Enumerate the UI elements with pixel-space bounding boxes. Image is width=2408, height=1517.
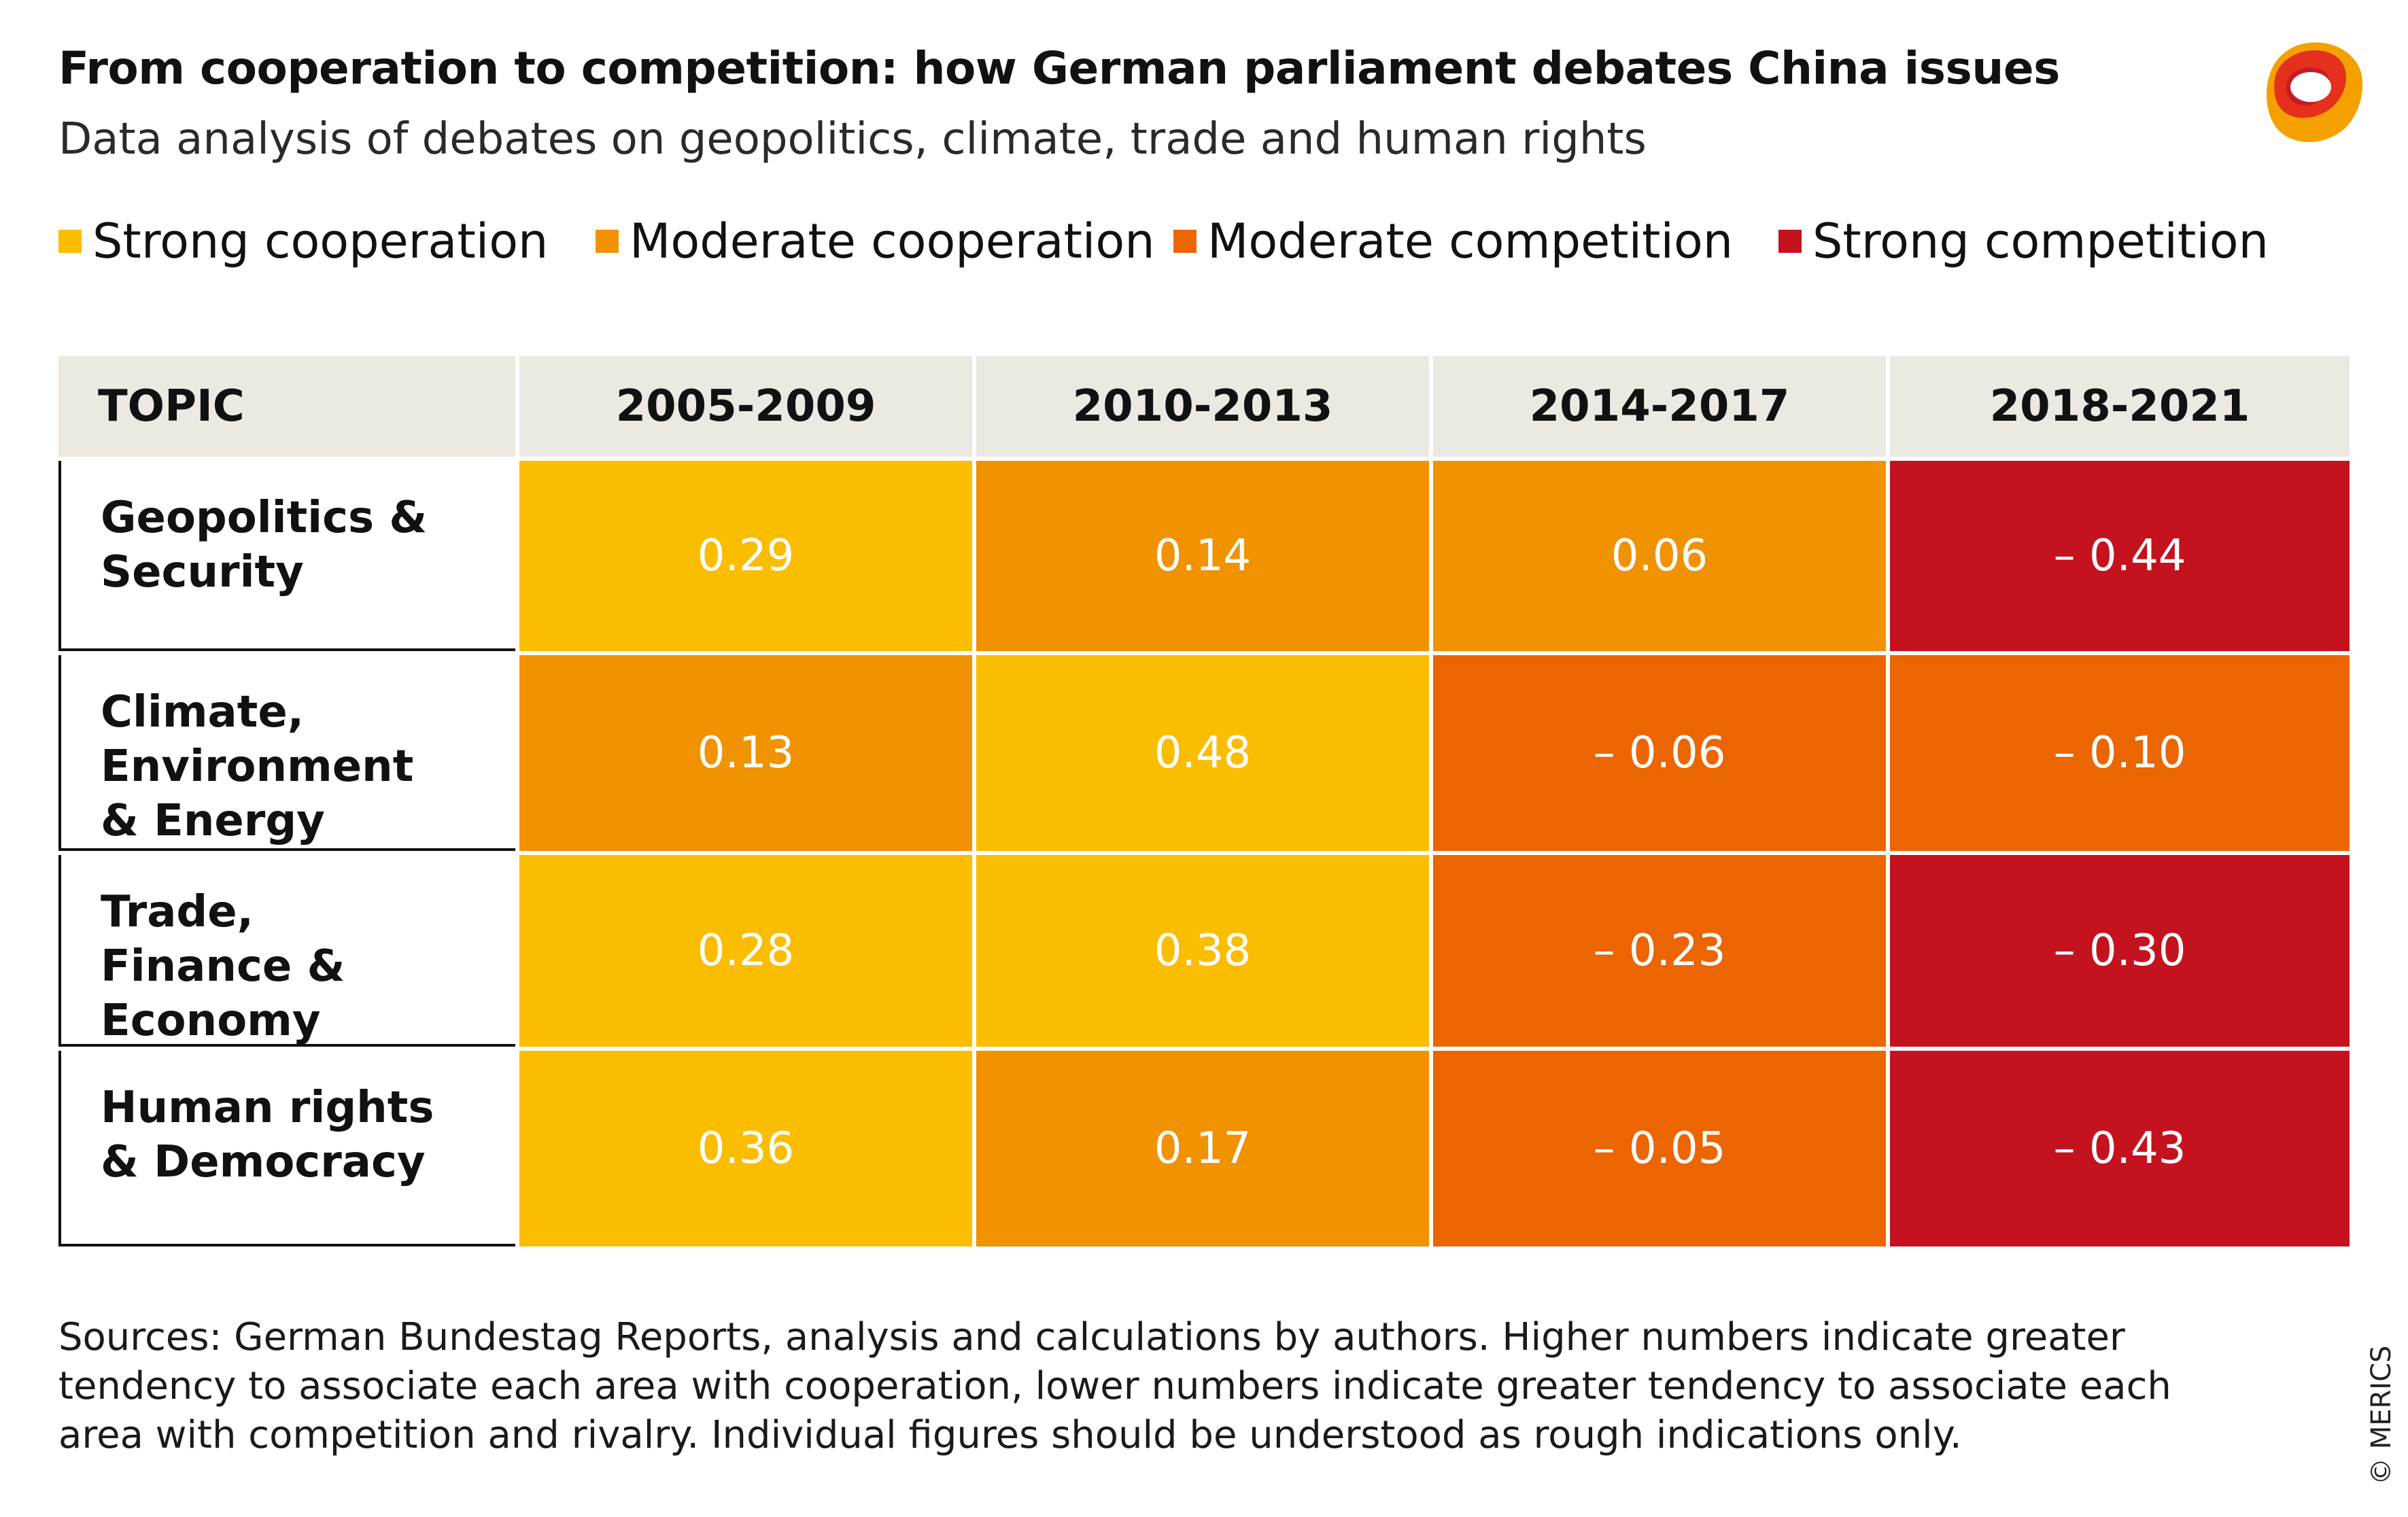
row-topic: Human rights & Democracy	[58, 1051, 515, 1246]
value-cell: – 0.10	[1890, 655, 2350, 851]
legend-swatch	[1778, 230, 1802, 253]
legend-swatch	[596, 230, 619, 253]
legend: Strong cooperation Moderate cooperation Mo…	[58, 211, 2356, 272]
value-cell: – 0.05	[1433, 1051, 1886, 1246]
value-cell: 0.36	[519, 1051, 972, 1246]
value-cell: 0.29	[519, 461, 972, 651]
value-cell: – 0.06	[1433, 655, 1886, 851]
row-topic-label: Trade, Finance & Economy	[101, 887, 345, 1046]
legend-swatch	[1173, 230, 1197, 253]
value-cell: 0.28	[519, 855, 972, 1047]
column-header-period: 2014-2017	[1433, 356, 1886, 457]
legend-item: Strong cooperation	[58, 211, 548, 272]
merics-logo-icon	[2267, 42, 2362, 142]
value-label: – 0.43	[2053, 1123, 2186, 1174]
value-label: 0.06	[1611, 531, 1708, 581]
value-cell: – 0.23	[1433, 855, 1886, 1047]
row-topic: Geopolitics & Security	[58, 461, 515, 651]
row-topic-label: Geopolitics & Security	[101, 493, 428, 597]
value-cell: 0.48	[976, 655, 1429, 851]
value-cell: 0.13	[519, 655, 972, 851]
legend-label: Strong competition	[1812, 213, 2269, 269]
legend-label: Moderate cooperation	[630, 213, 1155, 269]
value-label: 0.36	[697, 1123, 795, 1174]
sources-note: Sources: German Bundestag Reports, analy…	[58, 1315, 2171, 1457]
column-header-topic: TOPIC	[58, 356, 515, 457]
legend-label: Strong cooperation	[92, 213, 549, 269]
value-label: 0.14	[1154, 531, 1252, 581]
legend-item: Strong competition	[1778, 211, 2269, 272]
copyright: © MERICS	[2366, 1345, 2397, 1485]
value-label: 0.17	[1154, 1123, 1252, 1174]
column-header-period: 2018-2021	[1890, 356, 2350, 457]
value-cell: 0.06	[1433, 461, 1886, 651]
value-label: – 0.23	[1593, 926, 1726, 976]
legend-item: Moderate cooperation	[596, 211, 1155, 272]
value-label: – 0.30	[2053, 926, 2186, 976]
row-topic-label: Climate, Environment & Energy	[101, 687, 414, 846]
value-label: 0.48	[1154, 728, 1252, 778]
value-cell: 0.14	[976, 461, 1429, 651]
value-cell: 0.38	[976, 855, 1429, 1047]
row-topic-label: Human rights & Democracy	[101, 1083, 434, 1187]
value-label: 0.13	[697, 728, 795, 778]
value-label: – 0.06	[1593, 728, 1726, 778]
row-topic: Trade, Finance & Economy	[58, 855, 515, 1047]
column-header-period: 2010-2013	[976, 356, 1429, 457]
row-topic: Climate, Environment & Energy	[58, 655, 515, 851]
value-label: – 0.10	[2053, 728, 2186, 778]
chart-subtitle: Data analysis of debates on geopolitics,…	[58, 114, 1647, 164]
value-label: – 0.05	[1593, 1123, 1726, 1174]
value-label: – 0.44	[2053, 531, 2186, 581]
value-cell: – 0.43	[1890, 1051, 2350, 1246]
value-cell: – 0.30	[1890, 855, 2350, 1047]
column-header-period: 2005-2009	[519, 356, 972, 457]
chart-title: From cooperation to competition: how Ger…	[58, 42, 2060, 94]
value-label: 0.28	[697, 926, 795, 976]
legend-label: Moderate competition	[1207, 213, 1734, 269]
value-cell: 0.17	[976, 1051, 1429, 1246]
value-cell: – 0.44	[1890, 461, 2350, 651]
value-label: 0.38	[1154, 926, 1252, 976]
legend-item: Moderate competition	[1173, 211, 1733, 272]
legend-swatch	[58, 230, 82, 253]
data-table: TOPIC 2005-2009 2010-2013 2014-2017 2018-202…	[58, 356, 2350, 1246]
value-label: 0.29	[697, 531, 795, 581]
